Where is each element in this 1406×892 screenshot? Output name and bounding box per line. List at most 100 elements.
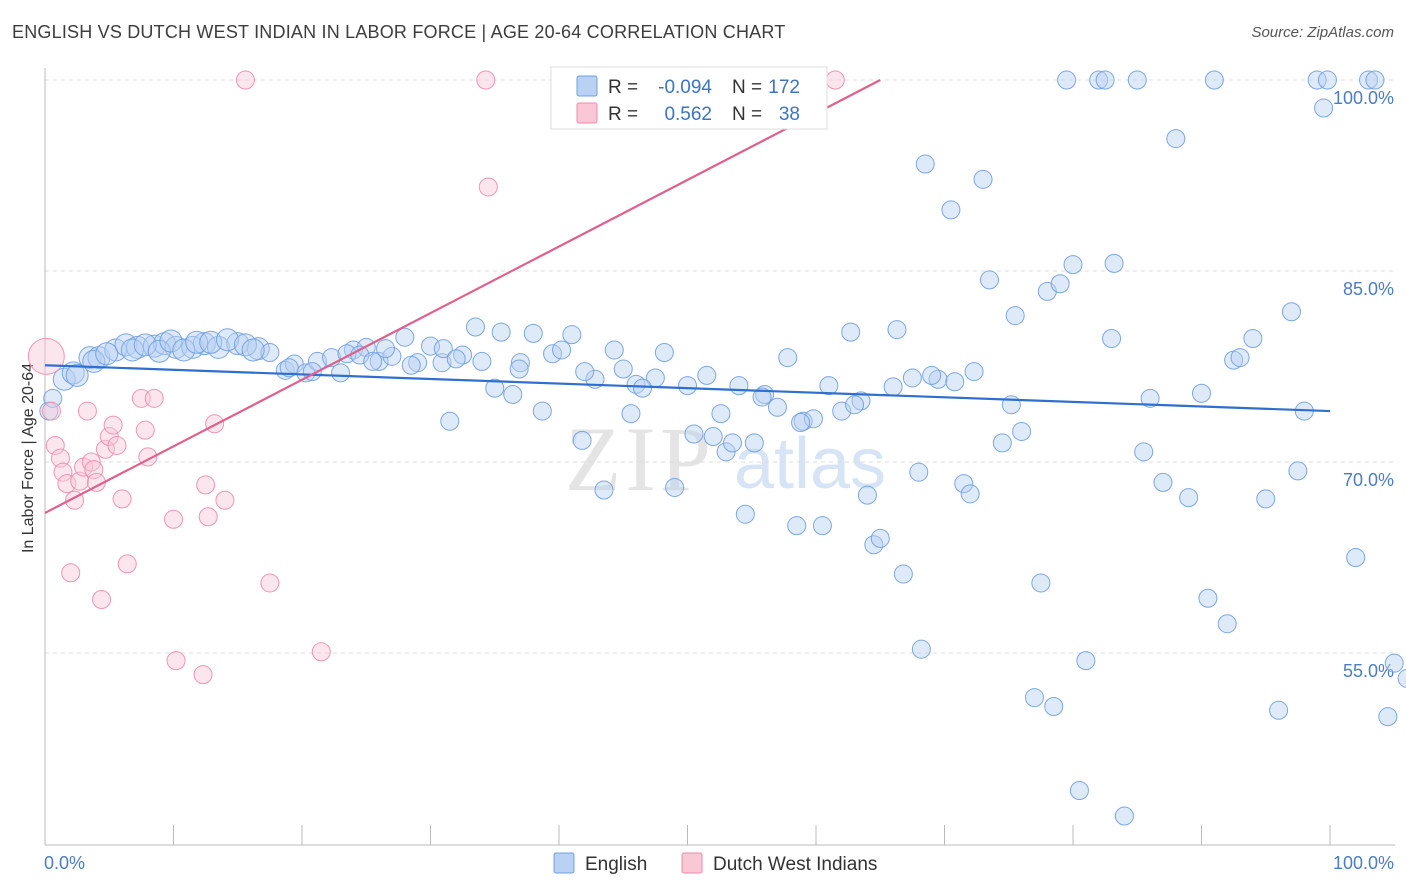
english-point-60 <box>729 376 749 396</box>
english-point-162 <box>509 359 529 379</box>
legend-dutch-n-value: 38 <box>779 104 800 125</box>
english-point-135 <box>1397 669 1406 688</box>
english-point-152 <box>279 358 299 378</box>
watermark-zip: ZIP <box>565 408 715 510</box>
english-point-147 <box>185 330 209 354</box>
dutch-point-27 <box>193 665 213 685</box>
chart-title: ENGLISH VS DUTCH WEST INDIAN IN LABOR FO… <box>12 22 786 42</box>
english-point-164 <box>633 378 653 398</box>
english-point-160 <box>446 349 466 369</box>
english-point-78 <box>893 564 913 584</box>
dutch-point-18 <box>107 435 127 455</box>
y-tick-label-0: 100.0% <box>1333 88 1394 108</box>
english-point-107 <box>1104 253 1124 273</box>
english-point-115 <box>1192 383 1211 403</box>
watermark: ZIP atlas <box>565 408 886 510</box>
english-point-116 <box>1198 588 1218 608</box>
english-point-156 <box>363 351 383 371</box>
english-point-121 <box>1243 328 1263 348</box>
english-point-139 <box>65 363 89 387</box>
english-point-123 <box>1269 700 1289 720</box>
english-point-43 <box>562 325 582 345</box>
english-point-46 <box>594 480 614 500</box>
source-label: Source: ZipAtlas.com <box>1251 24 1394 41</box>
dutch-point-32 <box>235 70 255 90</box>
english-point-124 <box>1281 302 1301 322</box>
dutch-point-36 <box>478 177 498 197</box>
bottom-legend-english: English <box>585 854 647 875</box>
english-point-151 <box>241 338 265 362</box>
english-point-141 <box>95 342 119 366</box>
english-point-59 <box>722 433 742 453</box>
english-point-80 <box>909 462 929 482</box>
english-point-57 <box>703 427 723 447</box>
english-point-56 <box>697 365 717 385</box>
english-point-48 <box>613 359 633 379</box>
english-point-104 <box>1089 70 1109 90</box>
dutch-point-14 <box>92 590 112 610</box>
english-point-99 <box>1050 274 1070 294</box>
english-point-70 <box>819 376 839 396</box>
english-point-163 <box>575 362 595 382</box>
english-point-134 <box>1384 653 1404 673</box>
axes <box>44 68 1395 846</box>
english-point-68 <box>803 409 823 429</box>
english-point-157 <box>376 339 396 359</box>
english-point-109 <box>1127 70 1147 90</box>
english-point-158 <box>401 355 421 375</box>
english-point-111 <box>1140 388 1160 408</box>
english-point-54 <box>678 376 697 396</box>
english-point-94 <box>1012 421 1032 441</box>
dutch-points <box>27 70 845 685</box>
dutch-point-24 <box>144 388 164 408</box>
legend-english-swatch <box>576 75 598 97</box>
legend-english-r-label: R = <box>608 77 638 98</box>
english-point-133 <box>1378 707 1398 727</box>
english-point-55 <box>684 424 704 444</box>
legend-dutch-r-value: 0.562 <box>664 104 712 125</box>
english-point-143 <box>133 333 157 357</box>
english-point-166 <box>752 387 772 407</box>
english-point-90 <box>979 270 999 290</box>
english-point-132 <box>1365 70 1385 90</box>
english-point-148 <box>199 330 223 354</box>
y-tick-labels: 100.0% 85.0% 70.0% 55.0% <box>1333 88 1394 681</box>
dutch-point-35 <box>476 70 496 90</box>
english-point-128 <box>1314 98 1334 118</box>
english-point-144 <box>147 339 171 363</box>
english-point-35 <box>485 378 505 398</box>
english-point-161 <box>472 351 492 371</box>
english-point-95 <box>1024 688 1044 708</box>
dutch-point-12 <box>84 460 104 480</box>
english-point-66 <box>787 516 807 536</box>
english-point-23 <box>331 363 351 383</box>
english-point-72 <box>841 322 861 342</box>
english-point-105 <box>1095 70 1115 90</box>
english-point-62 <box>744 433 764 453</box>
y-tick-label-1: 85.0% <box>1343 279 1394 299</box>
dutch-point-1 <box>41 401 61 421</box>
dutch-point-37 <box>825 70 845 90</box>
dutch-point-15 <box>95 439 115 459</box>
legend-dutch-swatch <box>576 102 598 124</box>
english-point-77 <box>887 320 907 340</box>
english-point-93 <box>1005 306 1025 326</box>
dutch-point-26 <box>166 651 186 671</box>
english-point-117 <box>1204 70 1224 90</box>
english-point-91 <box>992 433 1012 453</box>
english-points <box>39 70 1406 826</box>
english-point-84 <box>941 200 961 220</box>
english-point-85 <box>945 372 965 392</box>
english-point-21 <box>307 351 327 371</box>
english-point-100 <box>1057 70 1077 90</box>
english-point-79 <box>902 368 922 388</box>
english-point-112 <box>1153 472 1173 492</box>
english-point-169 <box>883 377 903 397</box>
grid-lines <box>45 79 1395 654</box>
dutch-point-8 <box>70 471 90 491</box>
dutch-point-25 <box>164 509 183 529</box>
dutch-point-31 <box>215 490 235 510</box>
english-point-149 <box>215 328 239 352</box>
dutch-point-10 <box>77 401 97 421</box>
